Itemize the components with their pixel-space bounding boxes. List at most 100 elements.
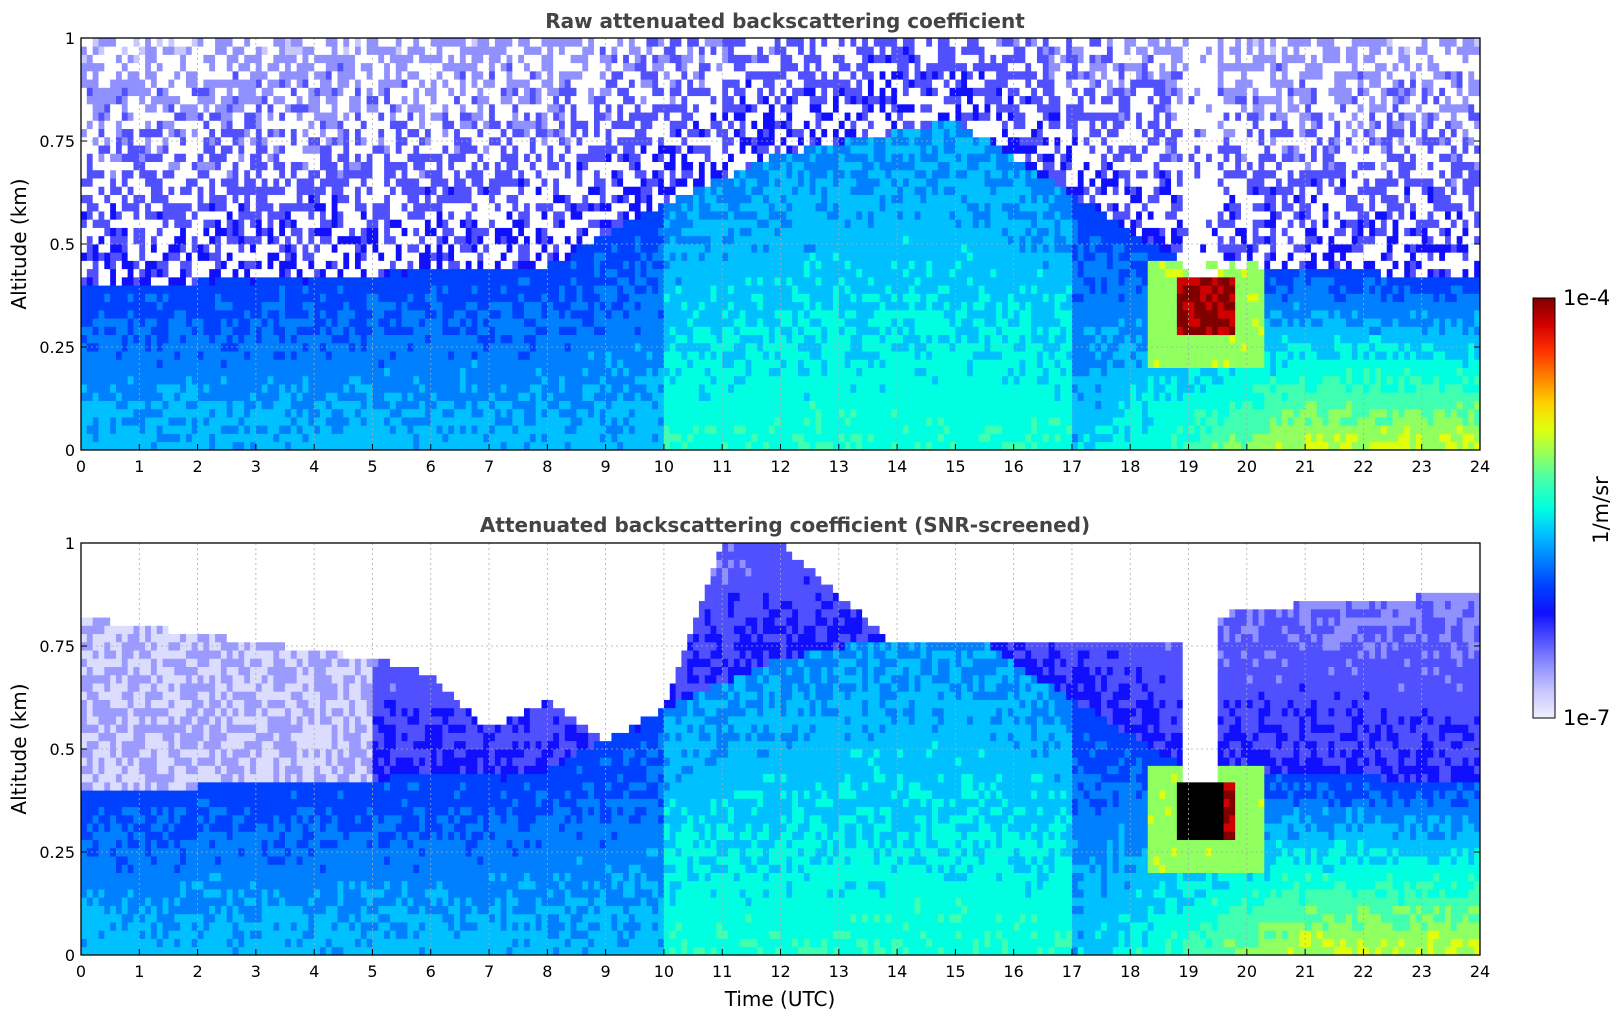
- heatmap-cell: [215, 359, 221, 368]
- heatmap-cell: [454, 228, 460, 237]
- heatmap-cell: [145, 162, 151, 171]
- heatmap-cell: [542, 178, 548, 187]
- heatmap-cell: [151, 145, 157, 154]
- heatmap-cell: [512, 170, 518, 179]
- heatmap-cell: [378, 269, 384, 278]
- heatmap-cell: [244, 178, 250, 187]
- heatmap-cell: [122, 269, 128, 278]
- heatmap-cell: [157, 71, 163, 80]
- heatmap-cell: [250, 87, 256, 96]
- heatmap-cell: [559, 195, 565, 204]
- heatmap-cell: [390, 425, 396, 434]
- heatmap-cell: [565, 195, 571, 204]
- heatmap-cell: [483, 129, 489, 138]
- heatmap-cell: [367, 252, 373, 261]
- heatmap-cell: [285, 285, 291, 294]
- heatmap-cell: [652, 285, 658, 294]
- heatmap-cell: [542, 170, 548, 179]
- heatmap-cell: [285, 269, 291, 278]
- heatmap-cell: [262, 351, 268, 360]
- heatmap-cell: [133, 384, 139, 393]
- heatmap-cell: [361, 293, 367, 302]
- heatmap-cell: [168, 442, 174, 451]
- heatmap-cell: [128, 293, 134, 302]
- heatmap-cell: [151, 71, 157, 80]
- heatmap-cell: [98, 129, 104, 138]
- heatmap-cell: [553, 335, 559, 344]
- heatmap-cell: [87, 376, 93, 385]
- heatmap-cell: [489, 417, 495, 426]
- heatmap-cell: [209, 120, 215, 129]
- heatmap-cell: [227, 442, 233, 451]
- heatmap-cell: [110, 170, 116, 179]
- heatmap-cell: [250, 409, 256, 418]
- heatmap-cell: [349, 277, 355, 286]
- heatmap-cell: [122, 434, 128, 443]
- heatmap-cell: [209, 112, 215, 121]
- heatmap-cell: [542, 79, 548, 88]
- heatmap-cell: [431, 368, 437, 377]
- heatmap-cell: [81, 145, 87, 154]
- heatmap-cell: [501, 219, 507, 228]
- heatmap-cell: [547, 104, 553, 113]
- heatmap-cell: [477, 310, 483, 319]
- heatmap-cell: [180, 359, 186, 368]
- heatmap-cell: [98, 318, 104, 327]
- heatmap-cell: [198, 211, 204, 220]
- heatmap-cell: [472, 104, 478, 113]
- heatmap-cell: [565, 318, 571, 327]
- heatmap-cell: [186, 46, 192, 55]
- heatmap-cell: [93, 318, 99, 327]
- heatmap-cell: [576, 252, 582, 261]
- heatmap-cell: [524, 434, 530, 443]
- heatmap-cell: [367, 326, 373, 335]
- heatmap-cell: [157, 228, 163, 237]
- heatmap-cell: [332, 269, 338, 278]
- heatmap-cell: [157, 442, 163, 451]
- heatmap-cell: [437, 285, 443, 294]
- heatmap-cell: [151, 120, 157, 129]
- heatmap-cell: [326, 434, 332, 443]
- heatmap-cell: [174, 38, 180, 47]
- heatmap-cell: [215, 153, 221, 162]
- heatmap-cell: [297, 203, 303, 212]
- heatmap-cell: [437, 244, 443, 253]
- heatmap-cell: [571, 417, 577, 426]
- heatmap-cell: [355, 368, 361, 377]
- heatmap-cell: [518, 310, 524, 319]
- heatmap-cell: [343, 384, 349, 393]
- heatmap-cell: [349, 120, 355, 129]
- heatmap-cell: [495, 252, 501, 261]
- heatmap-cell: [495, 434, 501, 443]
- heatmap-cell: [227, 203, 233, 212]
- heatmap-cell: [477, 87, 483, 96]
- heatmap-cell: [425, 318, 431, 327]
- heatmap-cell: [157, 392, 163, 401]
- heatmap-cell: [250, 277, 256, 286]
- heatmap-cell: [582, 310, 588, 319]
- heatmap-cell: [635, 442, 641, 451]
- heatmap-cell: [291, 392, 297, 401]
- heatmap-cell: [180, 162, 186, 171]
- heatmap-cell: [542, 417, 548, 426]
- heatmap-cell: [477, 170, 483, 179]
- heatmap-cell: [268, 120, 274, 129]
- heatmap-cell: [291, 335, 297, 344]
- heatmap-cell: [472, 434, 478, 443]
- heatmap-cell: [571, 326, 577, 335]
- heatmap-cell: [244, 368, 250, 377]
- heatmap-cell: [192, 71, 198, 80]
- heatmap-cell: [355, 260, 361, 269]
- heatmap-cell: [606, 219, 612, 228]
- heatmap-cell: [576, 96, 582, 105]
- heatmap-cell: [163, 277, 169, 286]
- heatmap-cell: [507, 211, 513, 220]
- heatmap-cell: [658, 302, 664, 311]
- heatmap-cell: [646, 228, 652, 237]
- heatmap-cell: [530, 203, 536, 212]
- heatmap-cell: [244, 79, 250, 88]
- heatmap-cell: [104, 195, 110, 204]
- heatmap-cell: [442, 71, 448, 80]
- heatmap-cell: [460, 104, 466, 113]
- heatmap-cell: [518, 112, 524, 121]
